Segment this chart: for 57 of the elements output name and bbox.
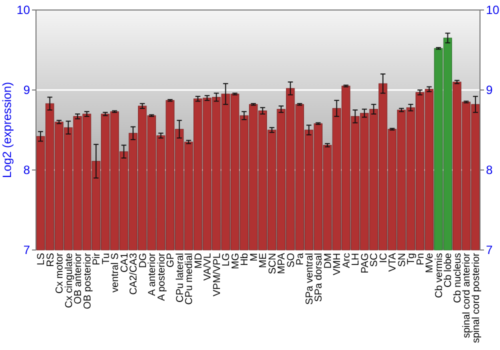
x-tick-label: Cx cingulate: [64, 252, 75, 308]
x-tick-label: SO: [286, 252, 297, 268]
y2-tick-label: 8: [486, 163, 493, 178]
x-tick-label: CPu medial: [184, 253, 196, 305]
x-tick-label: VTA: [388, 252, 399, 272]
x-tick-label: LH: [350, 253, 362, 266]
x-tick-label: MD: [193, 253, 204, 269]
x-tick-label: SC: [369, 253, 380, 267]
x-tick-label: Pir: [92, 252, 103, 266]
y-tick-label: 9: [23, 83, 30, 98]
x-tick-label: Pa: [295, 252, 306, 266]
x-tick-label: A posterior: [156, 252, 168, 301]
x-tick-label: MG: [230, 252, 242, 270]
x-tick-label: A anterior: [147, 252, 158, 296]
x-tick-label: Cx motor: [54, 252, 66, 294]
x-tick-label: ventral S: [110, 252, 122, 292]
x-tick-label: SN: [396, 253, 408, 267]
x-tick-label: Cb vermis: [434, 253, 445, 298]
x-tick-label: Tg: [406, 253, 418, 265]
x-tick-label: Hb: [240, 252, 251, 266]
x-tick-label: CA2/CA3: [128, 252, 140, 295]
x-tick-label: CA1: [119, 252, 130, 272]
y-axis-title: Log2 (expression): [0, 82, 14, 178]
x-tick-label: GP: [166, 252, 177, 268]
x-tick-label: VPM/VPL: [212, 252, 223, 296]
x-tick-label: Cb nucleus: [452, 253, 464, 304]
x-tick-label: RS: [45, 252, 56, 267]
y-tick-label: 7: [23, 243, 30, 258]
y2-tick-label: 7: [486, 243, 493, 258]
x-tick-label: DM: [322, 253, 334, 269]
x-tick-label: Tu: [100, 253, 112, 264]
x-tick-label: OB anterior: [73, 252, 84, 304]
x-tick-label: SPa dorsal: [314, 253, 325, 302]
x-tick-label: LS: [36, 252, 48, 266]
x-tick-label: Cb lobe: [443, 252, 454, 288]
y2-tick-label: 9: [486, 83, 493, 98]
x-tick-label: MVe: [424, 252, 436, 274]
x-tick-label: CPu lateral: [174, 253, 186, 302]
x-tick-label: OB posterior: [82, 252, 94, 310]
x-tick-label: LG: [221, 252, 232, 266]
x-tick-label: ME: [258, 252, 270, 268]
y-tick-label: 10: [16, 3, 30, 18]
x-tick-label: IC: [378, 253, 390, 263]
x-tick-label: M: [248, 253, 260, 262]
x-tick-label: DG: [138, 252, 149, 268]
x-tick-label: Arc: [341, 253, 352, 268]
x-tick-label: SPa ventral: [304, 253, 316, 305]
x-tick-label: MPA: [276, 252, 288, 274]
x-tick-label: spinal cord posterior: [470, 252, 482, 344]
y2-tick-label: 10: [486, 3, 500, 18]
y-tick-label: 8: [23, 163, 30, 178]
x-tick-label: SCN: [267, 253, 278, 274]
x-tick-label: Pn: [415, 253, 426, 266]
x-tick-label: VMH: [332, 253, 344, 276]
x-tick-label: VA/VL: [202, 252, 214, 281]
x-tick-label: spinal cord anterior: [462, 252, 473, 338]
x-tick-label: PAG: [360, 252, 371, 274]
